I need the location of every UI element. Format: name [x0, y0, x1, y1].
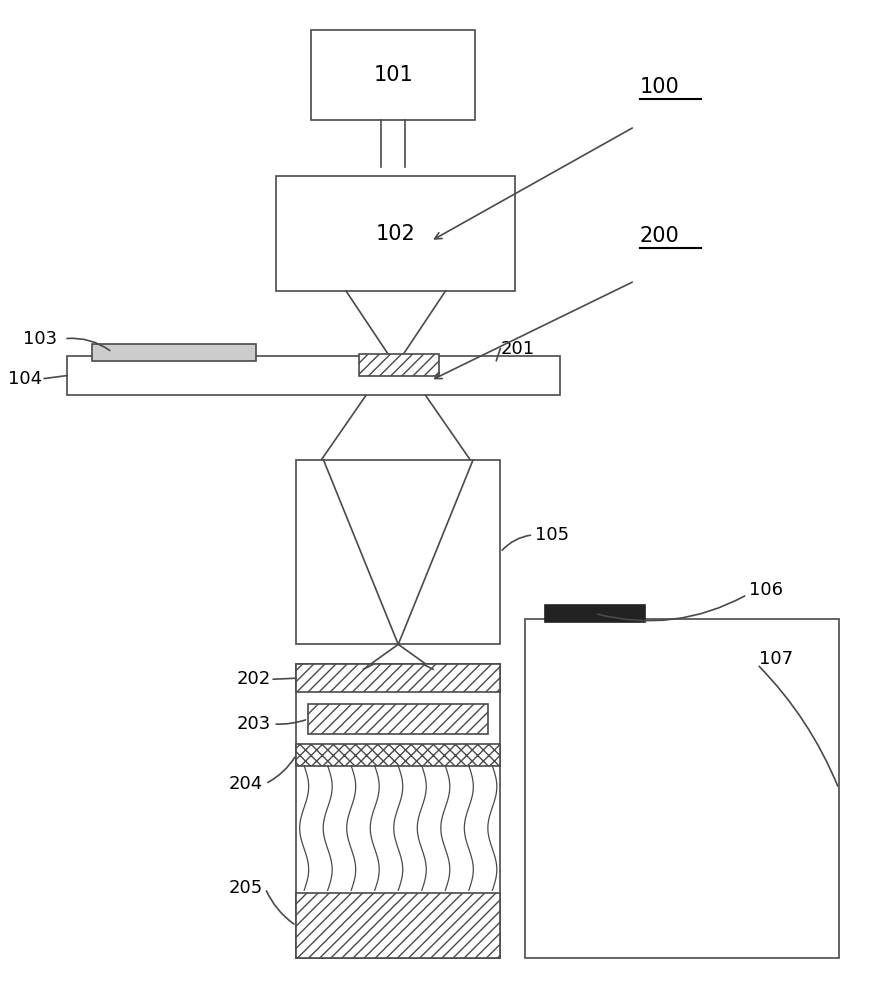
Bar	[296, 460, 501, 644]
Bar	[296, 744, 501, 766]
Bar	[296, 664, 501, 692]
Bar	[525, 619, 839, 958]
Bar	[359, 354, 438, 376]
Text: 205: 205	[229, 879, 263, 897]
Bar	[296, 664, 501, 958]
Text: 102: 102	[376, 224, 416, 244]
Text: 202: 202	[237, 670, 271, 688]
Text: 104: 104	[8, 370, 43, 388]
Text: 101: 101	[373, 65, 413, 85]
Text: 203: 203	[237, 715, 271, 733]
Text: 103: 103	[23, 330, 57, 348]
Bar	[92, 344, 256, 361]
Text: 106: 106	[749, 581, 783, 599]
Bar	[308, 704, 488, 734]
Bar	[311, 30, 476, 120]
Bar	[296, 893, 501, 958]
Text: 107: 107	[759, 650, 793, 668]
Text: 100: 100	[640, 77, 679, 97]
Bar	[276, 176, 516, 291]
Bar	[68, 356, 560, 395]
Text: 105: 105	[535, 526, 569, 544]
Bar	[545, 605, 645, 622]
Text: 204: 204	[229, 775, 263, 793]
Text: 200: 200	[640, 226, 679, 246]
Text: 201: 201	[501, 340, 534, 358]
